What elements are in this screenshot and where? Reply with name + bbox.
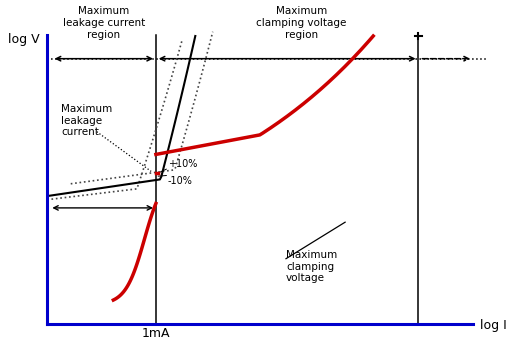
Text: Maximum
clamping voltage
region: Maximum clamping voltage region [256,7,347,40]
Text: log V: log V [8,33,40,46]
Text: log I: log I [480,319,507,332]
Text: Maximum
leakage
current: Maximum leakage current [61,104,113,137]
Text: 1mA: 1mA [142,327,170,340]
Text: -10%: -10% [168,176,193,186]
Text: +10%: +10% [168,159,197,169]
Text: Maximum
clamping
voltage: Maximum clamping voltage [286,250,337,283]
Text: Maximum
leakage current
region: Maximum leakage current region [63,7,145,40]
